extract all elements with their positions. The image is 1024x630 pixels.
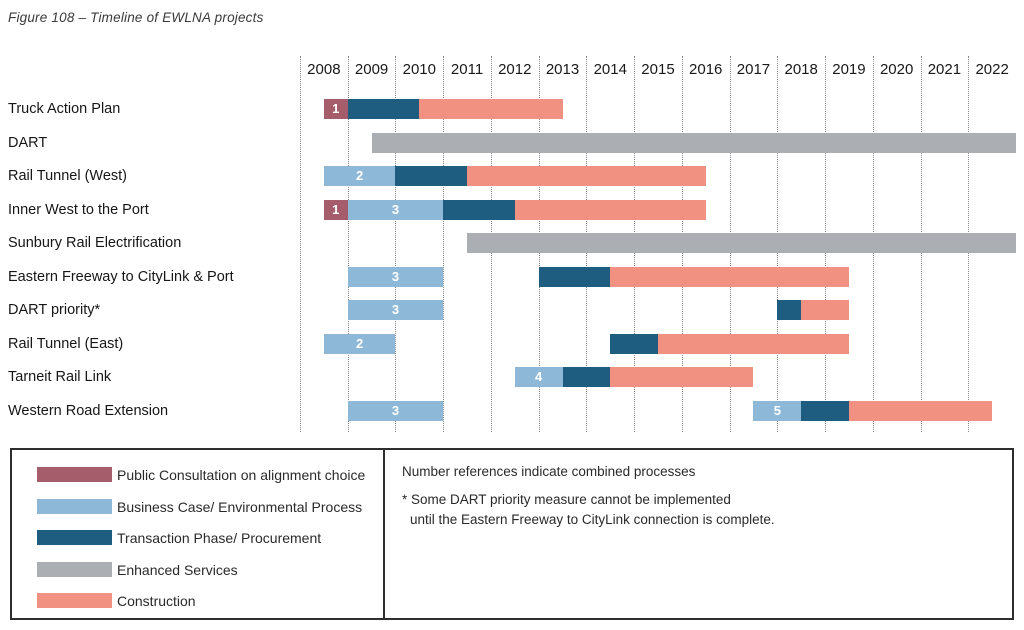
gantt-bar-segment-transaction xyxy=(395,166,468,186)
year-label: 2013 xyxy=(545,61,580,78)
project-labels-column: Truck Action Plan DART Rail Tunnel (West) I… xyxy=(0,0,300,450)
project-row-label: Eastern Freeway to CityLink & Port xyxy=(8,268,234,285)
gantt-bar-segment-business: 5 xyxy=(753,400,802,421)
gantt-bar-segment-transaction xyxy=(610,333,658,354)
year-label: 2014 xyxy=(593,61,627,78)
project-row-label: Rail Tunnel (East) xyxy=(8,335,124,352)
gantt-bar-segment-business: 3 xyxy=(347,266,444,287)
gantt-bar-segment-construction xyxy=(658,333,849,354)
gantt-bar-segment-transaction xyxy=(562,367,611,387)
year-label: 2008 xyxy=(307,61,341,78)
gantt-bar-segment-construction xyxy=(610,266,849,287)
legend-label: Enhanced Services xyxy=(117,561,238,578)
bar-reference-number: 4 xyxy=(535,369,543,384)
bar-reference-number: 3 xyxy=(391,302,400,317)
plot-area: 2008 2009 2010 2011 2012 2013 2014 2015 2016 2017… xyxy=(300,56,1016,432)
year-label: 2022 xyxy=(975,61,1009,78)
legend-label: Transaction Phase/ Procurement xyxy=(117,530,322,546)
gantt-bar-segment-construction xyxy=(610,367,754,387)
year-label: 2009 xyxy=(354,61,389,78)
gantt-bar-segment-construction xyxy=(848,400,993,421)
gantt-bar-segment-consultation: 1 xyxy=(323,199,348,220)
year-label: 2011 xyxy=(450,61,484,78)
year-gridline xyxy=(347,56,349,432)
year-label: 2015 xyxy=(641,61,675,78)
gantt-bar-segment-business: 2 xyxy=(323,166,396,186)
year-gridline xyxy=(395,56,397,432)
gantt-bar-segment-enhanced xyxy=(371,132,1016,153)
gantt-bar-segment-construction xyxy=(514,199,706,220)
gantt-bar-segment-business: 3 xyxy=(347,199,444,220)
project-row-label: Sunbury Rail Electrification xyxy=(8,235,182,251)
year-label: 2019 xyxy=(832,61,866,78)
notes-panel: Number references indicate combined proc… xyxy=(402,450,1012,618)
bar-reference-number: 2 xyxy=(356,335,364,351)
year-label: 2021 xyxy=(927,61,962,78)
gantt-bar-segment-business: 2 xyxy=(323,333,396,354)
note-combined-processes: Number references indicate combined proc… xyxy=(402,464,696,479)
bar-reference-number: 1 xyxy=(332,101,340,116)
gantt-bar-segment-construction xyxy=(467,166,706,186)
year-label: 2010 xyxy=(402,61,436,78)
gantt-bar-segment-transaction xyxy=(538,266,611,287)
project-row-label: Rail Tunnel (West) xyxy=(8,168,127,184)
gantt-bar-segment-consultation: 1 xyxy=(323,99,348,119)
project-row-label: DART xyxy=(8,134,48,151)
gantt-bar-segment-business: 3 xyxy=(347,400,444,421)
legend-label: Public Consultation on alignment choice xyxy=(117,467,366,483)
note-dart-priority-1: * Some DART priority measure cannot be i… xyxy=(402,492,731,507)
project-row-label: Inner West to the Port xyxy=(8,201,149,218)
gantt-bar-segment-construction xyxy=(801,300,849,320)
legend-swatch-consultation xyxy=(37,467,112,482)
legend-divider xyxy=(383,450,385,618)
figure-title: Figure 108 – Timeline of EWLNA projects xyxy=(8,10,264,25)
note-dart-priority-2: until the Eastern Freeway to CityLink co… xyxy=(410,512,775,527)
project-row-label: DART priority* xyxy=(8,302,101,318)
bar-reference-number: 2 xyxy=(356,168,364,183)
year-label: 2020 xyxy=(879,61,914,78)
gantt-bar-segment-transaction xyxy=(347,99,420,119)
year-label: 2012 xyxy=(498,61,532,78)
year-label: 2018 xyxy=(784,61,818,78)
bar-reference-number: 3 xyxy=(391,402,400,418)
gantt-bar-segment-construction xyxy=(419,99,563,119)
gantt-bar-segment-business: 3 xyxy=(347,300,444,320)
legend-label: Business Case/ Environmental Process xyxy=(117,498,363,515)
legend-swatch-enhanced xyxy=(37,561,112,577)
project-row-label: Truck Action Plan xyxy=(8,101,121,117)
year-gridline xyxy=(300,56,301,432)
year-label: 2017 xyxy=(736,61,771,78)
legend-swatch-construction xyxy=(37,593,112,608)
gantt-bar-segment-transaction xyxy=(777,300,802,320)
gantt-bar-segment-transaction xyxy=(801,400,849,421)
project-row-label: Western Road Extension xyxy=(8,402,169,419)
legend-box: Public Consultation on alignment choice B… xyxy=(10,448,1014,620)
bar-reference-number: 5 xyxy=(773,402,781,418)
bar-reference-number: 3 xyxy=(391,268,400,284)
gantt-bar-segment-transaction xyxy=(443,199,515,220)
year-gridline xyxy=(443,56,445,432)
gantt-bar-segment-enhanced xyxy=(467,233,1016,253)
gantt-bar-segment-business: 4 xyxy=(514,367,563,387)
bar-reference-number: 1 xyxy=(332,201,340,217)
legend-label: Construction xyxy=(117,593,196,609)
legend-swatch-transaction xyxy=(37,530,112,545)
project-row-label: Tarneit Rail Link xyxy=(8,369,112,385)
bar-reference-number: 3 xyxy=(391,201,400,217)
legend-swatch-business xyxy=(37,498,112,514)
year-label: 2016 xyxy=(689,61,723,78)
